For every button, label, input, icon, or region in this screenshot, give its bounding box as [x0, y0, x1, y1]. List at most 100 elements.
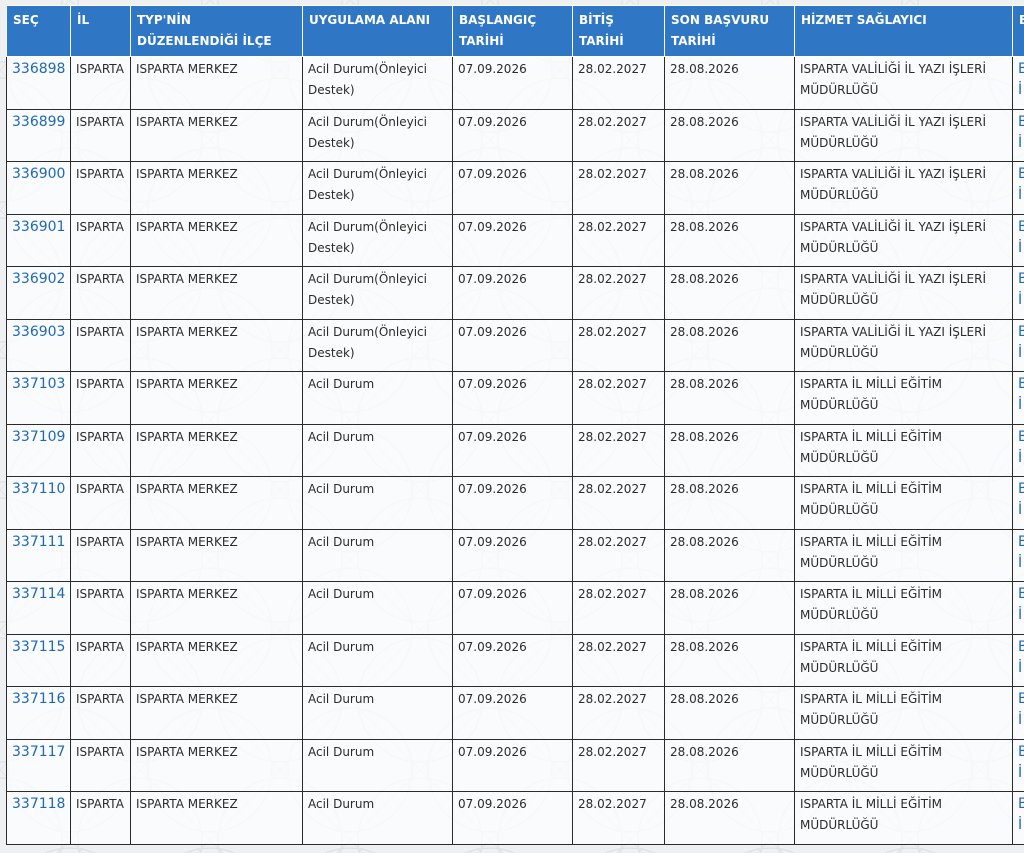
son-basvuru-cell: 28.08.2026 — [664, 738, 795, 792]
header-ilce[interactable]: TYP'NİN DÜZENLENDİĞİ İLÇE — [130, 5, 303, 57]
extra-link-bottom[interactable]: İ — [1018, 712, 1023, 728]
extra-link-bottom[interactable]: İ — [1018, 607, 1023, 623]
bitis-cell: 28.02.2027 — [572, 423, 665, 477]
extra-link-bottom[interactable]: İ — [1018, 397, 1023, 413]
son-basvuru-cell: 28.08.2026 — [664, 56, 795, 110]
extra-link-bottom[interactable]: İ — [1018, 449, 1023, 466]
header-baslangic-tarihi[interactable]: BAŞLANGIÇ TARİHİ — [452, 5, 573, 57]
row-select-link[interactable]: 337116 — [12, 691, 66, 707]
extra-link-top[interactable]: B — [1018, 219, 1024, 235]
table-row: 336901 ISPARTA ISPARTA MERKEZ Acil Durum(Ön… — [6, 213, 1024, 267]
table-row: 336899 ISPARTA ISPARTA MERKEZ Acil Durum(Ön… — [6, 108, 1024, 162]
il-cell: ISPARTA — [70, 581, 131, 635]
row-select-link[interactable]: 336903 — [12, 323, 66, 340]
ilce-cell: ISPARTA MERKEZ — [130, 266, 303, 320]
row-select-link[interactable]: 337114 — [12, 586, 66, 602]
row-id-cell: 336899 — [6, 108, 71, 162]
baslangic-cell: 07.09.2026 — [452, 738, 573, 792]
table-row: 337118 ISPARTA ISPARTA MERKEZ Acil Durum 07.… — [6, 791, 1024, 845]
son-basvuru-cell: 28.08.2026 — [664, 266, 795, 320]
extra-link-top[interactable]: B — [1018, 166, 1024, 182]
ilce-cell: ISPARTA MERKEZ — [130, 476, 303, 530]
row-select-link[interactable]: 337115 — [12, 638, 66, 655]
extra-cell: Bİ — [1012, 686, 1024, 740]
son-basvuru-cell: 28.08.2026 — [664, 791, 795, 845]
extra-link-bottom[interactable]: İ — [1018, 134, 1023, 151]
header-uygulama-alani[interactable]: UYGULAMA ALANI — [302, 5, 453, 57]
extra-link-top[interactable]: B — [1018, 324, 1024, 340]
header-hizmet-saglayici[interactable]: HİZMET SAĞLAYICI — [794, 5, 1013, 57]
hizmet-saglayici-cell: ISPARTA İL MİLLİ EĞİTİM MÜDÜRLÜĞÜ — [794, 423, 1013, 477]
hizmet-saglayici-cell: ISPARTA İL MİLLİ EĞİTİM MÜDÜRLÜĞÜ — [794, 738, 1013, 792]
hizmet-saglayici-cell: ISPARTA VALİLİĞİ İL YAZI İŞLERİ MÜDÜRLÜĞ… — [794, 266, 1013, 320]
bitis-cell: 28.02.2027 — [572, 528, 665, 582]
extra-link-bottom[interactable]: İ — [1018, 344, 1023, 361]
bitis-cell: 28.02.2027 — [572, 738, 665, 792]
header-il[interactable]: İL — [70, 5, 131, 57]
extra-link-top[interactable]: B — [1018, 639, 1024, 655]
il-cell: ISPARTA — [70, 423, 131, 477]
extra-link-top[interactable]: B — [1018, 534, 1024, 550]
extra-link-bottom[interactable]: İ — [1018, 817, 1023, 833]
baslangic-cell: 07.09.2026 — [452, 56, 573, 110]
ilce-cell: ISPARTA MERKEZ — [130, 371, 303, 425]
row-id-cell: 336903 — [6, 318, 71, 372]
il-cell: ISPARTA — [70, 56, 131, 110]
header-bitis-tarihi[interactable]: BİTİŞ TARİHİ — [572, 5, 665, 57]
row-select-link[interactable]: 337110 — [12, 481, 66, 497]
extra-link-bottom[interactable]: İ — [1018, 292, 1023, 308]
extra-cell: Bİ — [1012, 56, 1024, 110]
extra-cell: Bİ — [1012, 423, 1024, 477]
row-select-link[interactable]: 336901 — [12, 218, 66, 235]
extra-link-bottom[interactable]: İ — [1018, 659, 1023, 676]
extra-link-top[interactable]: B — [1018, 376, 1024, 392]
row-select-link[interactable]: 337109 — [12, 428, 66, 445]
results-table-container: SEÇ İL TYP'NİN DÜZENLENDİĞİ İLÇE UYGULAM… — [6, 5, 1024, 845]
row-select-link[interactable]: 336900 — [12, 166, 66, 182]
ilce-cell: ISPARTA MERKEZ — [130, 56, 303, 110]
son-basvuru-cell: 28.08.2026 — [664, 528, 795, 582]
extra-link-top[interactable]: B — [1018, 61, 1024, 77]
extra-link-top[interactable]: B — [1018, 691, 1024, 707]
extra-link-bottom[interactable]: İ — [1018, 764, 1023, 781]
row-select-link[interactable]: 337103 — [12, 376, 66, 392]
son-basvuru-cell: 28.08.2026 — [664, 213, 795, 267]
son-basvuru-cell: 28.08.2026 — [664, 686, 795, 740]
bitis-cell: 28.02.2027 — [572, 581, 665, 635]
extra-link-top[interactable]: B — [1018, 744, 1024, 760]
bitis-cell: 28.02.2027 — [572, 56, 665, 110]
extra-link-top[interactable]: B — [1018, 481, 1024, 497]
uygulama-alani-cell: Acil Durum — [302, 791, 453, 845]
extra-link-top[interactable]: B — [1018, 114, 1024, 130]
extra-link-top[interactable]: B — [1018, 271, 1024, 287]
extra-link-bottom[interactable]: İ — [1018, 82, 1023, 98]
uygulama-alani-cell: Acil Durum(Önleyici Destek) — [302, 108, 453, 162]
son-basvuru-cell: 28.08.2026 — [664, 476, 795, 530]
row-select-link[interactable]: 336902 — [12, 271, 66, 287]
baslangic-cell: 07.09.2026 — [452, 686, 573, 740]
row-select-link[interactable]: 337118 — [12, 796, 66, 812]
ilce-cell: ISPARTA MERKEZ — [130, 161, 303, 215]
row-select-link[interactable]: 337111 — [12, 533, 66, 550]
bitis-cell: 28.02.2027 — [572, 633, 665, 687]
il-cell: ISPARTA — [70, 791, 131, 845]
row-select-link[interactable]: 336898 — [12, 61, 66, 77]
extra-cell: Bİ — [1012, 633, 1024, 687]
extra-link-top[interactable]: B — [1018, 586, 1024, 602]
baslangic-cell: 07.09.2026 — [452, 581, 573, 635]
ilce-cell: ISPARTA MERKEZ — [130, 581, 303, 635]
extra-link-top[interactable]: B — [1018, 796, 1024, 812]
row-select-link[interactable]: 336899 — [12, 113, 66, 130]
extra-link-top[interactable]: B — [1018, 429, 1024, 445]
table-header-row: SEÇ İL TYP'NİN DÜZENLENDİĞİ İLÇE UYGULAM… — [6, 5, 1024, 57]
extra-link-bottom[interactable]: İ — [1018, 239, 1023, 256]
table-row: 337115 ISPARTA ISPARTA MERKEZ Acil Durum 07.… — [6, 633, 1024, 687]
extra-cell: Bİ — [1012, 161, 1024, 215]
extra-link-bottom[interactable]: İ — [1018, 554, 1023, 571]
header-son-basvuru-tarihi[interactable]: SON BAŞVURU TARİHİ — [664, 5, 795, 57]
extra-link-bottom[interactable]: İ — [1018, 187, 1023, 203]
row-select-link[interactable]: 337117 — [12, 743, 66, 760]
header-sec[interactable]: SEÇ — [6, 5, 71, 57]
extra-link-bottom[interactable]: İ — [1018, 502, 1023, 518]
header-extra[interactable]: B — [1012, 5, 1024, 57]
